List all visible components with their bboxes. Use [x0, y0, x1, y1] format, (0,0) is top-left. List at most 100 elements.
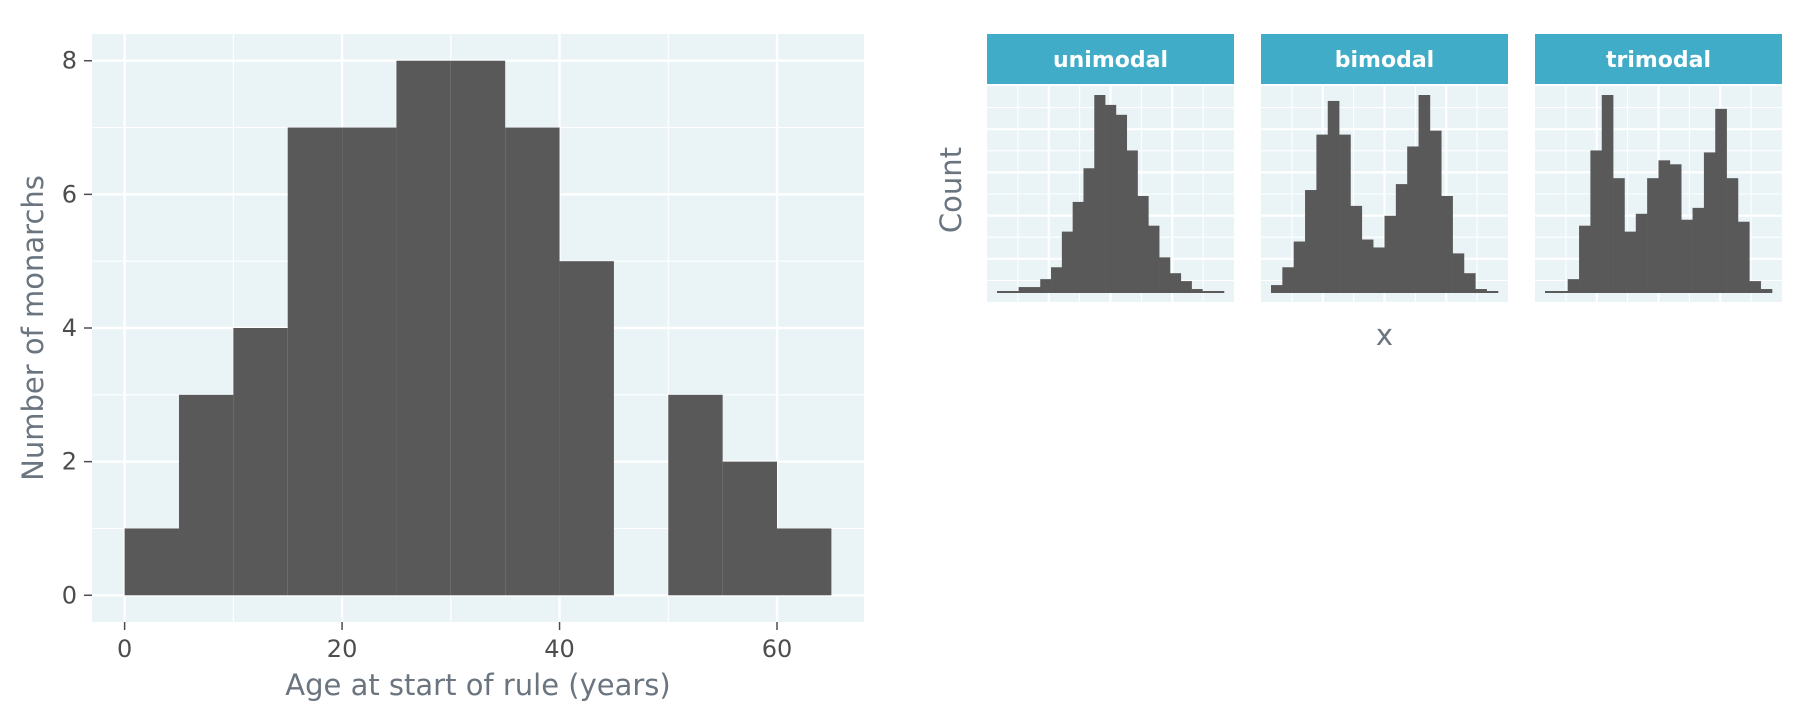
facet-x-axis-title: x	[1376, 318, 1393, 352]
facet-bar	[1327, 100, 1340, 293]
facet-bar	[1556, 291, 1568, 293]
x-tick-label: 60	[762, 635, 793, 663]
left-y-axis-title: Number of monarchs	[16, 175, 50, 481]
facet-bar	[1040, 279, 1052, 293]
facet-bar	[1703, 152, 1716, 293]
facet-bar	[1202, 291, 1214, 293]
facet-bar	[1293, 241, 1306, 293]
facet-bar	[1083, 168, 1095, 293]
facet-bar	[1760, 289, 1773, 293]
facet-bar	[1007, 291, 1019, 293]
x-tick-label: 40	[544, 635, 575, 663]
facet-bar	[1692, 207, 1705, 293]
left-y-axis: 0 2 4 6 8	[62, 47, 92, 609]
facet-bar	[1715, 108, 1727, 293]
left-x-axis: 0 20 40 60	[117, 622, 792, 663]
facet-bar	[1169, 273, 1182, 293]
facet-bar	[1407, 146, 1419, 293]
left-histogram: 0 20 40 60 0 2 4 6 8 Age at start of rule (year…	[16, 34, 864, 702]
facet-bar	[1418, 95, 1431, 293]
histogram-bar-20-25	[342, 127, 397, 596]
facet-histograms: unimodal bimodal trimodal x Count	[934, 34, 1782, 352]
left-bars	[124, 60, 832, 596]
facet-bar	[1681, 219, 1693, 293]
facet-strip	[1535, 34, 1782, 84]
facet-bar	[1061, 231, 1073, 293]
facet-unimodal: unimodal	[987, 34, 1234, 302]
facet-trimodal: trimodal	[1535, 34, 1782, 302]
facet-bar	[1669, 164, 1682, 293]
histogram-bar-5-10	[178, 394, 234, 596]
facet-bar	[1658, 160, 1671, 293]
facet-bar	[1105, 104, 1117, 294]
histogram-bar-60-65	[777, 528, 832, 596]
facet-bar	[1613, 178, 1625, 293]
facet-bar	[1350, 205, 1363, 293]
facet-bar	[1072, 201, 1084, 293]
facet-bar	[1282, 267, 1294, 293]
histogram-bar-40-45	[559, 261, 614, 596]
facet-bar	[1384, 215, 1397, 293]
facet-bar	[1339, 134, 1351, 293]
facet-bar	[1624, 231, 1637, 293]
histogram-bar-30-35	[450, 60, 506, 596]
facet-bar	[1395, 184, 1408, 293]
facet-bar	[1148, 225, 1160, 293]
y-tick-label: 0	[62, 581, 77, 609]
facet-strip	[1261, 34, 1508, 84]
facet-bar	[1137, 195, 1149, 293]
histogram-bar-55-60	[722, 461, 778, 596]
facet-bar	[1180, 281, 1192, 293]
facet-bar	[1305, 190, 1317, 293]
facet-bar	[1373, 247, 1385, 293]
facet-bimodal: bimodal	[1261, 34, 1508, 302]
facet-bar	[1271, 285, 1283, 293]
histogram-bar-0-5	[124, 528, 179, 596]
facet-strip	[987, 34, 1234, 84]
facet-bar	[997, 291, 1009, 293]
y-tick-label: 6	[62, 180, 77, 208]
facet-bar	[1579, 225, 1591, 293]
y-tick-label: 2	[62, 448, 77, 476]
facet-bar	[1475, 289, 1487, 293]
histogram-bar-35-40	[505, 127, 560, 596]
facet-title: unimodal	[1053, 48, 1168, 73]
facet-bar	[1115, 114, 1128, 293]
facet-panels: unimodal bimodal trimodal	[987, 34, 1782, 302]
facet-bar	[1635, 213, 1648, 293]
facet-bar	[1545, 291, 1557, 293]
facet-bar	[1094, 95, 1106, 293]
facet-bar	[1191, 289, 1203, 293]
facet-bar	[1441, 195, 1453, 293]
y-tick-label: 8	[62, 47, 77, 75]
y-tick-label: 4	[62, 314, 77, 342]
facet-bar	[1486, 291, 1499, 293]
facet-title: trimodal	[1606, 48, 1711, 73]
facet-bar	[1429, 130, 1442, 293]
facet-bar	[1126, 150, 1138, 293]
facet-title: bimodal	[1335, 48, 1434, 73]
histogram-bar-15-20	[287, 127, 343, 596]
facet-bar	[1749, 281, 1761, 293]
facet-bar	[1726, 178, 1739, 293]
facet-bar	[1567, 279, 1580, 293]
facet-bar	[1316, 134, 1329, 293]
facet-bar	[1590, 150, 1603, 293]
facet-bar	[1029, 287, 1041, 293]
facet-bar	[1737, 221, 1750, 293]
histogram-bar-25-30	[396, 60, 451, 596]
histogram-bar-10-15	[233, 328, 288, 596]
facet-bar	[1159, 257, 1171, 293]
facet-y-axis-title: Count	[934, 147, 968, 233]
left-x-axis-title: Age at start of rule (years)	[285, 668, 670, 702]
facet-bar	[1463, 273, 1476, 293]
facet-bar	[1361, 239, 1374, 293]
facet-bar	[1213, 291, 1225, 293]
x-tick-label: 20	[327, 635, 358, 663]
facet-bar	[1647, 178, 1659, 293]
facet-bar	[1018, 287, 1030, 293]
facet-bar	[1601, 95, 1614, 293]
x-tick-label: 0	[117, 635, 132, 663]
facet-bar	[1051, 267, 1063, 293]
